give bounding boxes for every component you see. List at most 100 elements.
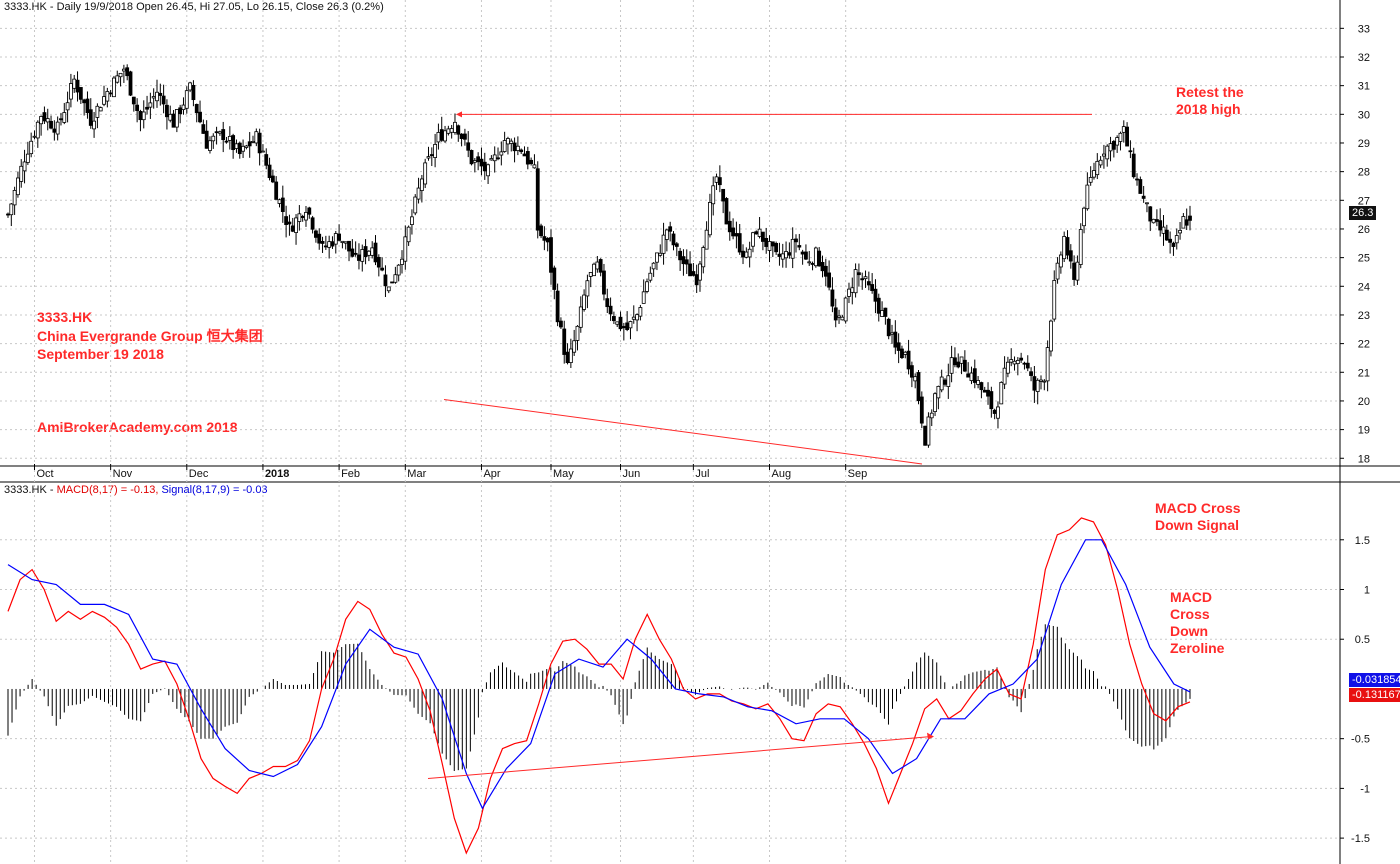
candle-body	[747, 248, 752, 258]
candle-body	[992, 409, 997, 414]
candle-body	[767, 241, 772, 251]
candle-body	[595, 261, 600, 270]
candle-body	[443, 130, 447, 142]
candle-body	[850, 287, 855, 293]
price-axis-tick-label: 25	[1358, 253, 1370, 265]
x-axis-month-label: Dec	[189, 468, 209, 480]
candle-body	[946, 375, 951, 387]
candle-body	[310, 217, 315, 230]
candle-body	[320, 240, 325, 244]
candle-body	[366, 250, 371, 256]
candle-body	[1019, 357, 1024, 361]
candle-body	[333, 233, 338, 245]
candle-body	[986, 389, 990, 397]
candle-body	[234, 143, 239, 149]
candle-body	[592, 263, 596, 277]
candle-body	[459, 133, 464, 139]
candle-body	[463, 133, 467, 140]
candle-body	[565, 351, 570, 364]
candle-body	[75, 79, 80, 93]
candle-body	[760, 231, 765, 242]
candle-body	[270, 175, 275, 183]
candle-body	[337, 233, 341, 241]
candle-body	[976, 380, 981, 385]
candle-body	[1184, 219, 1189, 226]
candle-body	[982, 389, 987, 393]
candle-body	[39, 116, 44, 125]
candle-body	[161, 95, 166, 105]
candle-body	[549, 237, 553, 273]
macd-header-signal-label: Signal(8,17,9) = -0.03	[161, 484, 268, 496]
candle-body	[49, 120, 53, 129]
candle-body	[1092, 170, 1096, 178]
price-axis-tick-label: 33	[1358, 23, 1370, 35]
candle-body	[1131, 153, 1136, 178]
candle-body	[602, 270, 606, 295]
candle-body	[456, 125, 461, 135]
candle-body	[426, 156, 431, 159]
candle-body	[1039, 379, 1043, 382]
candle-body	[727, 220, 732, 233]
candle-body	[479, 158, 484, 167]
candle-body	[416, 187, 421, 200]
candle-body	[1141, 195, 1146, 199]
annotation-retest-high: Retest the 2018 high	[1176, 84, 1244, 117]
candle-body	[72, 78, 77, 89]
candle-body	[797, 245, 802, 248]
candle-body	[830, 289, 835, 307]
candle-body	[969, 372, 974, 382]
candle-body	[840, 316, 845, 321]
candle-body	[1154, 219, 1159, 222]
candle-body	[55, 121, 60, 135]
price-axis-tick-label: 27	[1358, 195, 1370, 207]
candle-body	[1042, 380, 1047, 383]
signal-last-tag: -0.031854	[1349, 673, 1400, 687]
candle-body	[794, 238, 798, 243]
candle-body	[496, 157, 500, 160]
macd-header-macd-label: MACD(8,17) = -0.13,	[56, 484, 159, 496]
candle-body	[1095, 160, 1100, 176]
candle-body	[923, 425, 928, 446]
candle-body	[1055, 262, 1060, 280]
candle-body	[1025, 362, 1030, 369]
candle-body	[1151, 218, 1156, 224]
candle-body	[62, 112, 67, 123]
candle-body	[1078, 229, 1083, 265]
candle-body	[287, 221, 292, 225]
candle-body	[25, 153, 30, 163]
annotation-macd-cross-signal: MACD Cross Down Signal	[1155, 500, 1241, 533]
candle-body	[12, 190, 17, 206]
candle-body	[499, 151, 504, 156]
candle-body	[751, 232, 755, 247]
candle-body	[151, 96, 156, 99]
macd-axis-tick-label: 1	[1364, 585, 1370, 597]
candle-body	[396, 264, 401, 276]
candle-body	[59, 118, 63, 121]
candle-body	[476, 156, 481, 163]
price-chart-header: 3333.HK - Daily 19/9/2018 Open 26.45, Hi…	[4, 1, 384, 13]
candle-body	[721, 188, 726, 202]
candle-body	[972, 368, 977, 383]
candle-body	[671, 233, 676, 246]
candle-body	[886, 318, 891, 337]
candle-body	[343, 241, 348, 244]
price-axis-tick-label: 30	[1358, 109, 1370, 121]
candle-body	[347, 240, 351, 252]
candle-body	[393, 274, 398, 283]
macd-divergence-line	[427, 736, 931, 779]
candle-body	[69, 83, 73, 100]
candle-body	[661, 234, 666, 254]
candle-body	[1125, 126, 1129, 147]
candle-body	[482, 161, 487, 172]
candle-body	[148, 102, 153, 108]
candle-body	[284, 216, 289, 225]
candle-body	[45, 118, 50, 123]
candle-body	[472, 160, 477, 163]
candle-body	[9, 203, 14, 216]
candle-body	[648, 272, 653, 281]
candle-body	[694, 274, 699, 286]
candle-body	[582, 294, 587, 310]
candle-body	[446, 128, 451, 134]
candle-body	[568, 348, 573, 363]
